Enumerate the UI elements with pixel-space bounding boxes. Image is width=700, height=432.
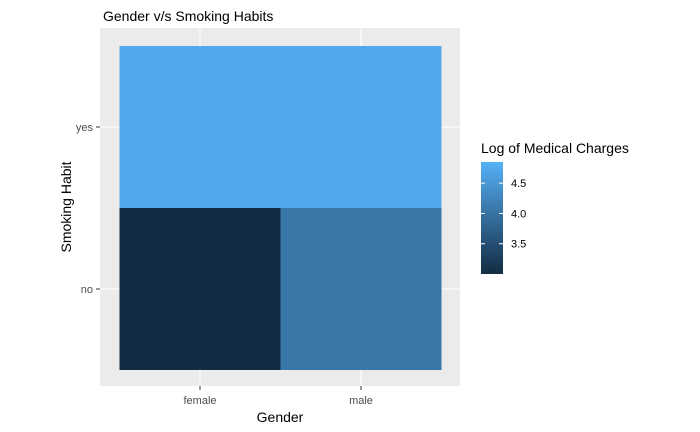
- y-tick-label-yes: yes: [76, 122, 94, 134]
- x-axis-ticks: female male: [183, 386, 373, 407]
- color-legend: Log of Medical Charges 3.5 4.0 4.5: [481, 140, 629, 274]
- y-tick-label-no: no: [81, 284, 93, 296]
- legend-tick-label: 4.5: [511, 178, 526, 190]
- legend-ticks: 3.5 4.0 4.5: [481, 178, 526, 251]
- legend-tick-label: 4.0: [511, 208, 526, 220]
- y-axis-title: Smoking Habit: [58, 161, 74, 252]
- heatmap-cell-female-yes: [119, 46, 281, 208]
- chart-title: Gender v/s Smoking Habits: [103, 8, 273, 24]
- heatmap-cell-male-yes: [280, 46, 442, 208]
- heatmap-cells: [119, 46, 442, 370]
- x-axis-title: Gender: [257, 409, 304, 425]
- heatmap-cell-male-no: [280, 208, 442, 370]
- heatmap-cell-female-no: [119, 208, 281, 370]
- legend-colorbar: [481, 162, 503, 274]
- x-tick-label-female: female: [183, 395, 216, 407]
- legend-title: Log of Medical Charges: [481, 140, 629, 156]
- x-tick-label-male: male: [349, 395, 373, 407]
- legend-tick-label: 3.5: [511, 239, 526, 251]
- y-axis-ticks: no yes: [76, 122, 100, 296]
